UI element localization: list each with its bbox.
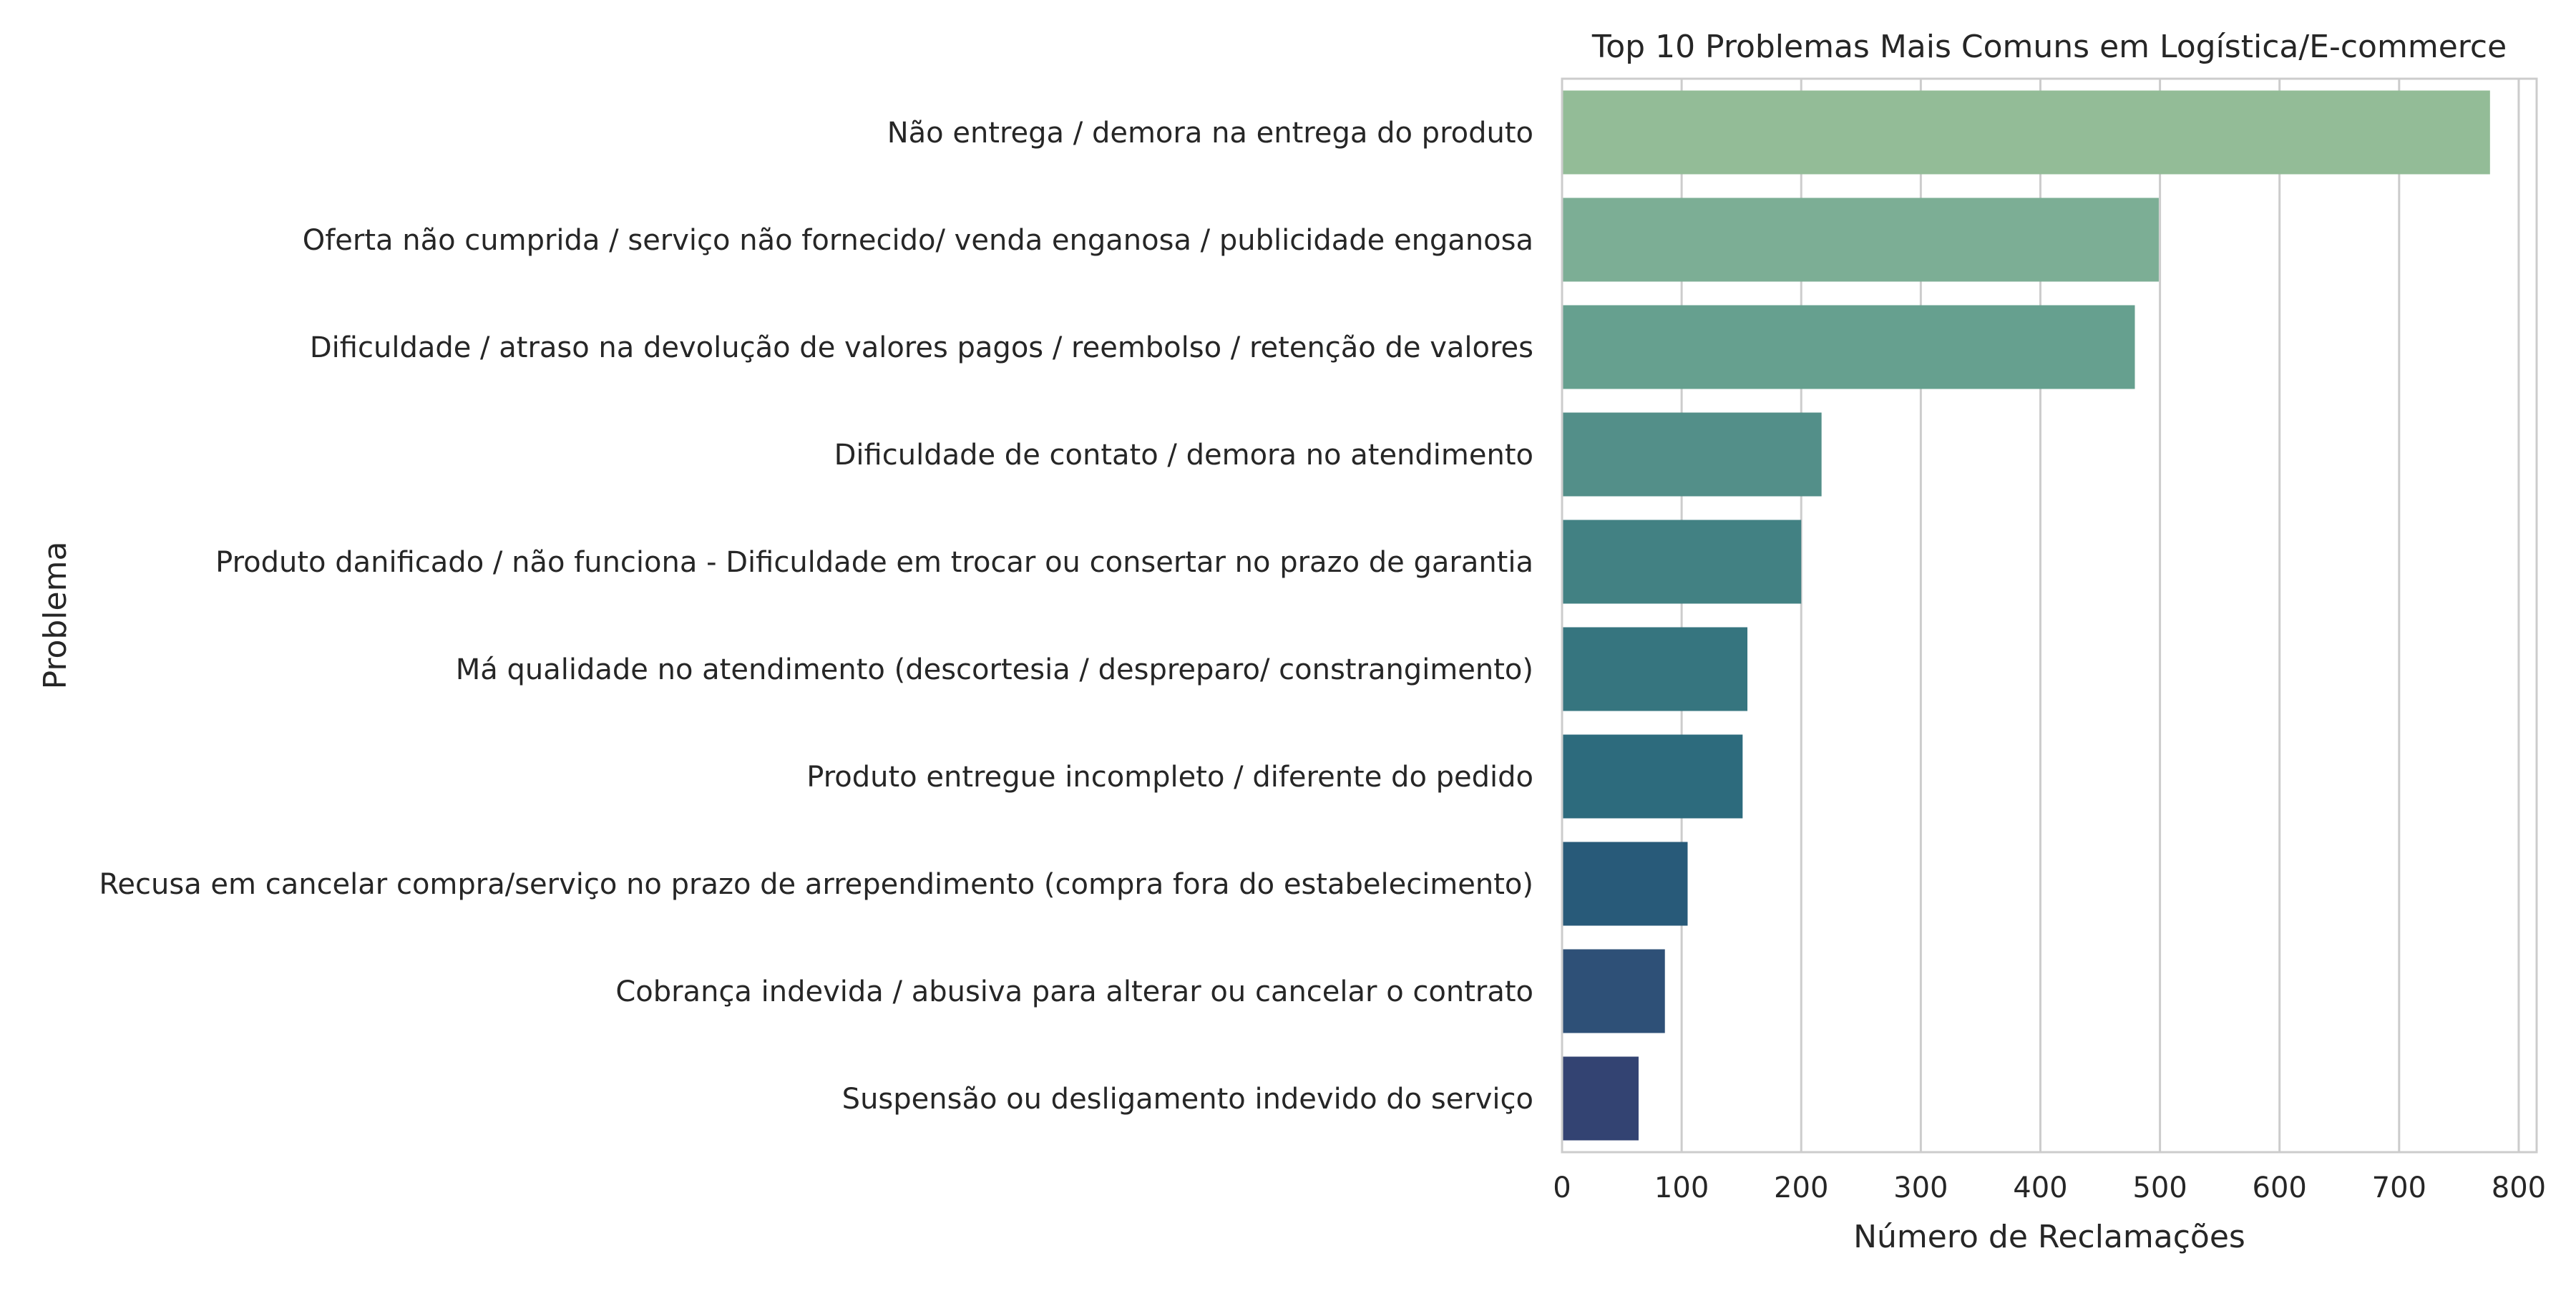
y-tick-label: Recusa em cancelar compra/serviço no pra… [99, 868, 1533, 901]
y-tick-label: Produto entregue incompleto / diferente … [806, 761, 1533, 794]
x-tick-label: 300 [1893, 1171, 1948, 1204]
x-tick-label: 400 [2013, 1171, 2067, 1204]
chart-title: Top 10 Problemas Mais Comuns em Logístic… [1591, 29, 2507, 65]
y-tick-label: Suspensão ou desligamento indevido do se… [842, 1083, 1533, 1116]
plot-frame [1561, 77, 2538, 1154]
bars [1562, 90, 2490, 1141]
y-tick-label: Cobrança indevida / abusiva para alterar… [615, 975, 1533, 1008]
bar [1562, 198, 2159, 282]
x-tick-label: 0 [1553, 1171, 1571, 1204]
bar [1562, 305, 2135, 389]
x-tick-label: 600 [2253, 1171, 2307, 1204]
y-tick-label: Dificuldade de contato / demora no atend… [834, 439, 1533, 472]
x-tick-label: 500 [2132, 1171, 2187, 1204]
y-axis-label: Problema [37, 542, 74, 690]
bar [1562, 627, 1748, 711]
y-tick-label: Oferta não cumprida / serviço não fornec… [303, 224, 1533, 257]
bar [1562, 520, 1802, 604]
bar [1562, 734, 1743, 819]
y-tick-labels: Não entrega / demora na entrega do produ… [99, 117, 1533, 1116]
x-tick-label: 200 [1774, 1171, 1828, 1204]
bar [1562, 90, 2490, 175]
x-tick-label: 700 [2372, 1171, 2426, 1204]
x-tick-label: 800 [2492, 1171, 2546, 1204]
y-tick-label: Má qualidade no atendimento (descortesia… [456, 653, 1533, 686]
bar [1562, 842, 1688, 926]
x-tick-labels: 0 100 200 300 400 500 600 700 800 [1553, 1171, 2546, 1204]
y-tick-label: Não entrega / demora na entrega do produ… [887, 117, 1533, 150]
y-tick-label: Dificuldade / atraso na devolução de val… [310, 331, 1533, 364]
y-tick-label: Produto danificado / não funciona - Difi… [215, 546, 1533, 579]
bar [1562, 412, 1822, 497]
x-axis-label: Número de Reclamações [1853, 1219, 2245, 1255]
bar [1562, 949, 1665, 1033]
x-tick-label: 100 [1654, 1171, 1709, 1204]
bar [1562, 1056, 1639, 1141]
